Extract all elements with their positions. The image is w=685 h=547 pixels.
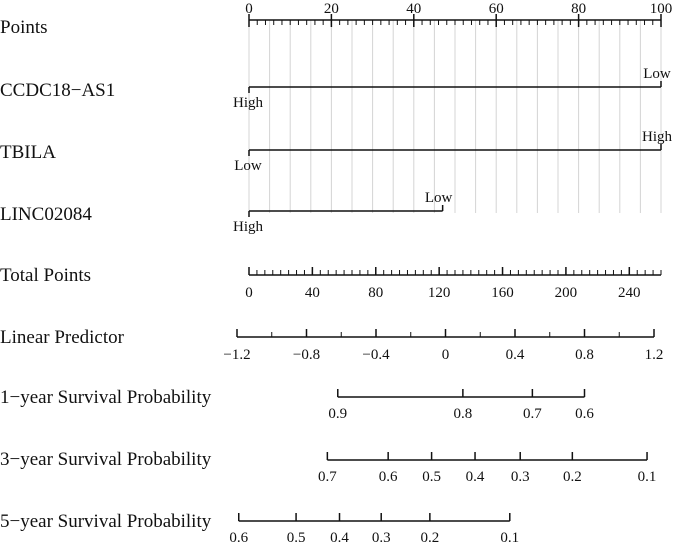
survival-1yr-label: 1−year Survival Probability bbox=[0, 387, 212, 408]
survival-tick-label: 0.5 bbox=[422, 469, 441, 485]
total-points-tick-label: 0 bbox=[245, 285, 253, 301]
survival-tick-label: 0.2 bbox=[563, 469, 582, 485]
linear-predictor-tick-label: 0 bbox=[442, 347, 450, 363]
survival-5yr-label: 5−year Survival Probability bbox=[0, 511, 212, 532]
linear-predictor-tick-label: 0.8 bbox=[575, 347, 594, 363]
linear-predictor-tick-label: 1.2 bbox=[645, 347, 664, 363]
survival-tick-label: 0.8 bbox=[454, 406, 473, 422]
predictor-level-label: High bbox=[233, 95, 264, 111]
survival-tick-label: 0.3 bbox=[372, 530, 391, 546]
survival-3yr-label: 3−year Survival Probability bbox=[0, 449, 212, 470]
survival-tick-label: 0.6 bbox=[575, 406, 594, 422]
nomogram-marks: 0 20 40 60 80 100 High Low Low High High Low 0 40 80 12… bbox=[223, 1, 672, 546]
points-tick-label: 20 bbox=[324, 1, 339, 17]
linear-predictor-tick-label: 0.4 bbox=[506, 347, 525, 363]
predictor-level-label: Low bbox=[425, 190, 453, 206]
total-points-label: Total Points bbox=[0, 265, 91, 286]
survival-tick-label: 0.9 bbox=[328, 406, 347, 422]
total-points-tick-label: 40 bbox=[305, 285, 320, 301]
points-tick-label: 100 bbox=[650, 1, 673, 17]
total-points-tick-label: 200 bbox=[555, 285, 578, 301]
predictor-label-linc02084: LINC02084 bbox=[0, 204, 92, 225]
points-tick-label: 60 bbox=[489, 1, 504, 17]
predictor-level-label: High bbox=[642, 129, 673, 145]
predictor-label-ccdc18-as1: CCDC18−AS1 bbox=[0, 80, 115, 101]
linear-predictor-tick-label: −0.4 bbox=[362, 347, 390, 363]
predictor-level-label: Low bbox=[643, 66, 671, 82]
survival-tick-label: 0.4 bbox=[330, 530, 349, 546]
survival-tick-label: 0.4 bbox=[466, 469, 485, 485]
linear-predictor-tick-label: −1.2 bbox=[223, 347, 250, 363]
survival-tick-label: 0.1 bbox=[500, 530, 519, 546]
points-tick-label: 0 bbox=[245, 1, 253, 17]
survival-tick-label: 0.3 bbox=[511, 469, 530, 485]
predictor-level-label: Low bbox=[234, 158, 262, 174]
linear-predictor-label: Linear Predictor bbox=[0, 327, 125, 348]
linear-predictor-tick-label: −0.8 bbox=[293, 347, 320, 363]
total-points-tick-label: 120 bbox=[428, 285, 451, 301]
survival-tick-label: 0.6 bbox=[379, 469, 398, 485]
predictor-label-tbila: TBILA bbox=[0, 142, 56, 163]
points-grid bbox=[248, 20, 662, 213]
total-points-tick-label: 240 bbox=[618, 285, 641, 301]
points-label: Points bbox=[0, 17, 48, 38]
survival-tick-label: 0.5 bbox=[287, 530, 306, 546]
survival-tick-label: 0.7 bbox=[523, 406, 542, 422]
survival-tick-label: 0.1 bbox=[638, 469, 657, 485]
survival-tick-label: 0.7 bbox=[318, 469, 337, 485]
total-points-tick-label: 160 bbox=[491, 285, 514, 301]
points-tick-label: 40 bbox=[406, 1, 421, 17]
survival-tick-label: 0.6 bbox=[229, 530, 248, 546]
points-tick-label: 80 bbox=[571, 1, 586, 17]
predictor-level-label: High bbox=[233, 219, 264, 235]
survival-tick-label: 0.2 bbox=[420, 530, 439, 546]
total-points-tick-label: 80 bbox=[368, 285, 383, 301]
